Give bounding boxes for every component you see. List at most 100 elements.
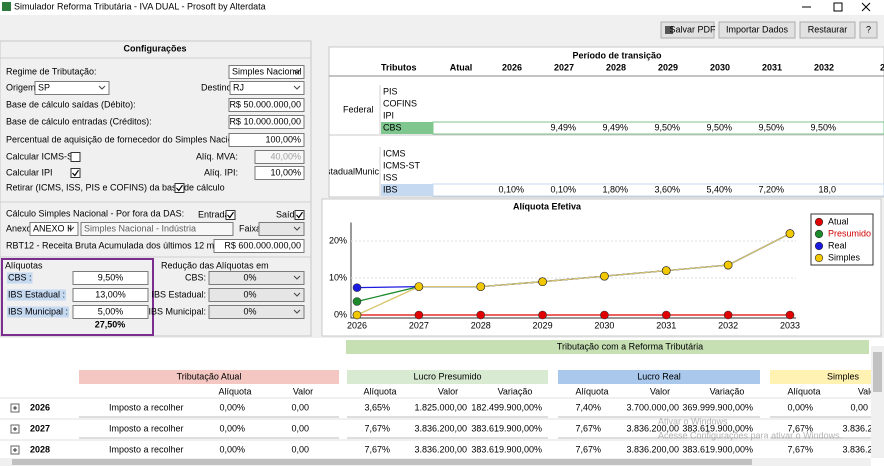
- tax-name: IPI: [383, 110, 394, 120]
- input[interactable]: [228, 133, 305, 147]
- title-bar: [0, 0, 884, 15]
- watermark-title: Ativar o Windows: [658, 416, 728, 426]
- cell: 9,50%: [706, 122, 732, 132]
- column-header: Alíquota: [575, 386, 608, 396]
- close-button[interactable]: [861, 2, 871, 12]
- select-value: Simples Nacional: [232, 66, 302, 76]
- cell: 18,0: [818, 184, 836, 194]
- input-value: 10,00%: [270, 167, 301, 177]
- checkbox[interactable]: [174, 183, 185, 193]
- select[interactable]: [228, 65, 305, 79]
- cell: 3.836.200,00: [842, 444, 884, 454]
- column-header: Valor: [858, 386, 878, 396]
- group-header: [770, 370, 871, 384]
- data-point: [538, 310, 547, 320]
- maximize-button[interactable]: [833, 2, 843, 12]
- column-header: Tributos: [381, 62, 417, 72]
- legend-label: Simples: [828, 252, 861, 262]
- cell: 0,00%: [787, 402, 813, 412]
- input-value: 40,00%: [270, 151, 301, 161]
- plot-frame: [350, 222, 796, 319]
- select[interactable]: [208, 288, 305, 302]
- column-header: 2026: [502, 62, 522, 72]
- x-tick-label: 2027: [409, 320, 429, 330]
- toolbar-button[interactable]: [660, 21, 715, 39]
- data-point: [785, 310, 795, 320]
- column-header: Alíquota: [363, 386, 396, 396]
- table-title: Período de transição: [572, 50, 662, 60]
- input[interactable]: [72, 288, 149, 302]
- select[interactable]: [208, 271, 305, 285]
- cell: 7,67%: [364, 444, 390, 454]
- select[interactable]: [208, 305, 305, 319]
- cell: 7,67%: [787, 423, 813, 433]
- select[interactable]: [258, 222, 305, 236]
- data-point: [352, 283, 362, 292]
- tax-name: ISS: [383, 172, 398, 182]
- row-year: 2027: [30, 423, 50, 433]
- y-tick-label: 20%: [329, 235, 347, 245]
- expand-icon: [13, 427, 17, 431]
- toolbar-button[interactable]: [718, 21, 796, 39]
- row-label: Imposto a recolher: [109, 423, 184, 433]
- app-icon: [2, 2, 11, 11]
- cell: 7,67%: [575, 444, 601, 454]
- cell: 0,00: [850, 402, 868, 412]
- input[interactable]: [254, 166, 305, 180]
- toolbar-button[interactable]: [799, 21, 856, 39]
- cell: 3.836.200,00: [414, 444, 467, 454]
- cell: 7,40%: [575, 402, 601, 412]
- input[interactable]: [213, 239, 305, 253]
- data-point: [661, 266, 671, 275]
- rate-total: 27,50%: [95, 319, 126, 329]
- checkbox[interactable]: [294, 210, 305, 220]
- scroll-thumb[interactable]: [873, 352, 882, 392]
- input[interactable]: [228, 98, 305, 112]
- legend-label: Presumido: [828, 228, 871, 238]
- x-tick-label: 2028: [471, 320, 491, 330]
- select[interactable]: [229, 81, 305, 95]
- input[interactable]: [228, 115, 305, 129]
- label: Calcular ICMS-ST: [6, 151, 79, 161]
- expand-icon: [13, 448, 17, 452]
- input[interactable]: [254, 150, 305, 164]
- input[interactable]: [72, 305, 149, 319]
- checkbox[interactable]: [70, 152, 81, 162]
- dropdown-arrow: [98, 85, 106, 90]
- label-highlight: [7, 306, 70, 318]
- cell: 9,50%: [654, 122, 680, 132]
- label: Faixa: [239, 223, 261, 233]
- input[interactable]: [72, 271, 149, 285]
- select[interactable]: [34, 81, 110, 95]
- group-header-label: Tributação Atual: [177, 371, 242, 381]
- cell: 0,00: [291, 423, 309, 433]
- select[interactable]: [29, 222, 79, 236]
- toolbar-button[interactable]: [859, 21, 878, 39]
- cell: 0,00%: [219, 402, 245, 412]
- select-value: 0%: [243, 306, 256, 316]
- label: Base de cálculo entradas (Créditos):: [6, 116, 152, 126]
- checkbox[interactable]: [70, 168, 81, 178]
- select-value: 0%: [243, 272, 256, 282]
- checkmark: [296, 211, 303, 219]
- cell: 182.499.900,00%: [471, 402, 542, 412]
- input[interactable]: [80, 222, 234, 236]
- input-value: Simples Nacional - Indústria: [84, 223, 196, 233]
- x-tick-label: 2032: [718, 320, 738, 330]
- cell: 9,49%: [602, 122, 628, 132]
- group-title: Alíquotas: [5, 260, 43, 270]
- watermark-text: Acesse Configurações para ativar o Windo…: [658, 430, 842, 440]
- data-point: [352, 297, 362, 306]
- chart-title: Alíquota Efetiva: [513, 201, 582, 211]
- label: Entrada: [198, 209, 230, 219]
- group-header: [558, 370, 760, 384]
- label: Calcular IPI: [6, 167, 53, 177]
- checkbox[interactable]: [225, 210, 236, 220]
- rate-label: IBS Municipal :: [8, 306, 68, 316]
- scroll-thumb[interactable]: [12, 459, 752, 465]
- group-label: Federal: [343, 104, 374, 114]
- label: Saída: [276, 209, 300, 219]
- label: IBS Estadual:: [151, 289, 206, 299]
